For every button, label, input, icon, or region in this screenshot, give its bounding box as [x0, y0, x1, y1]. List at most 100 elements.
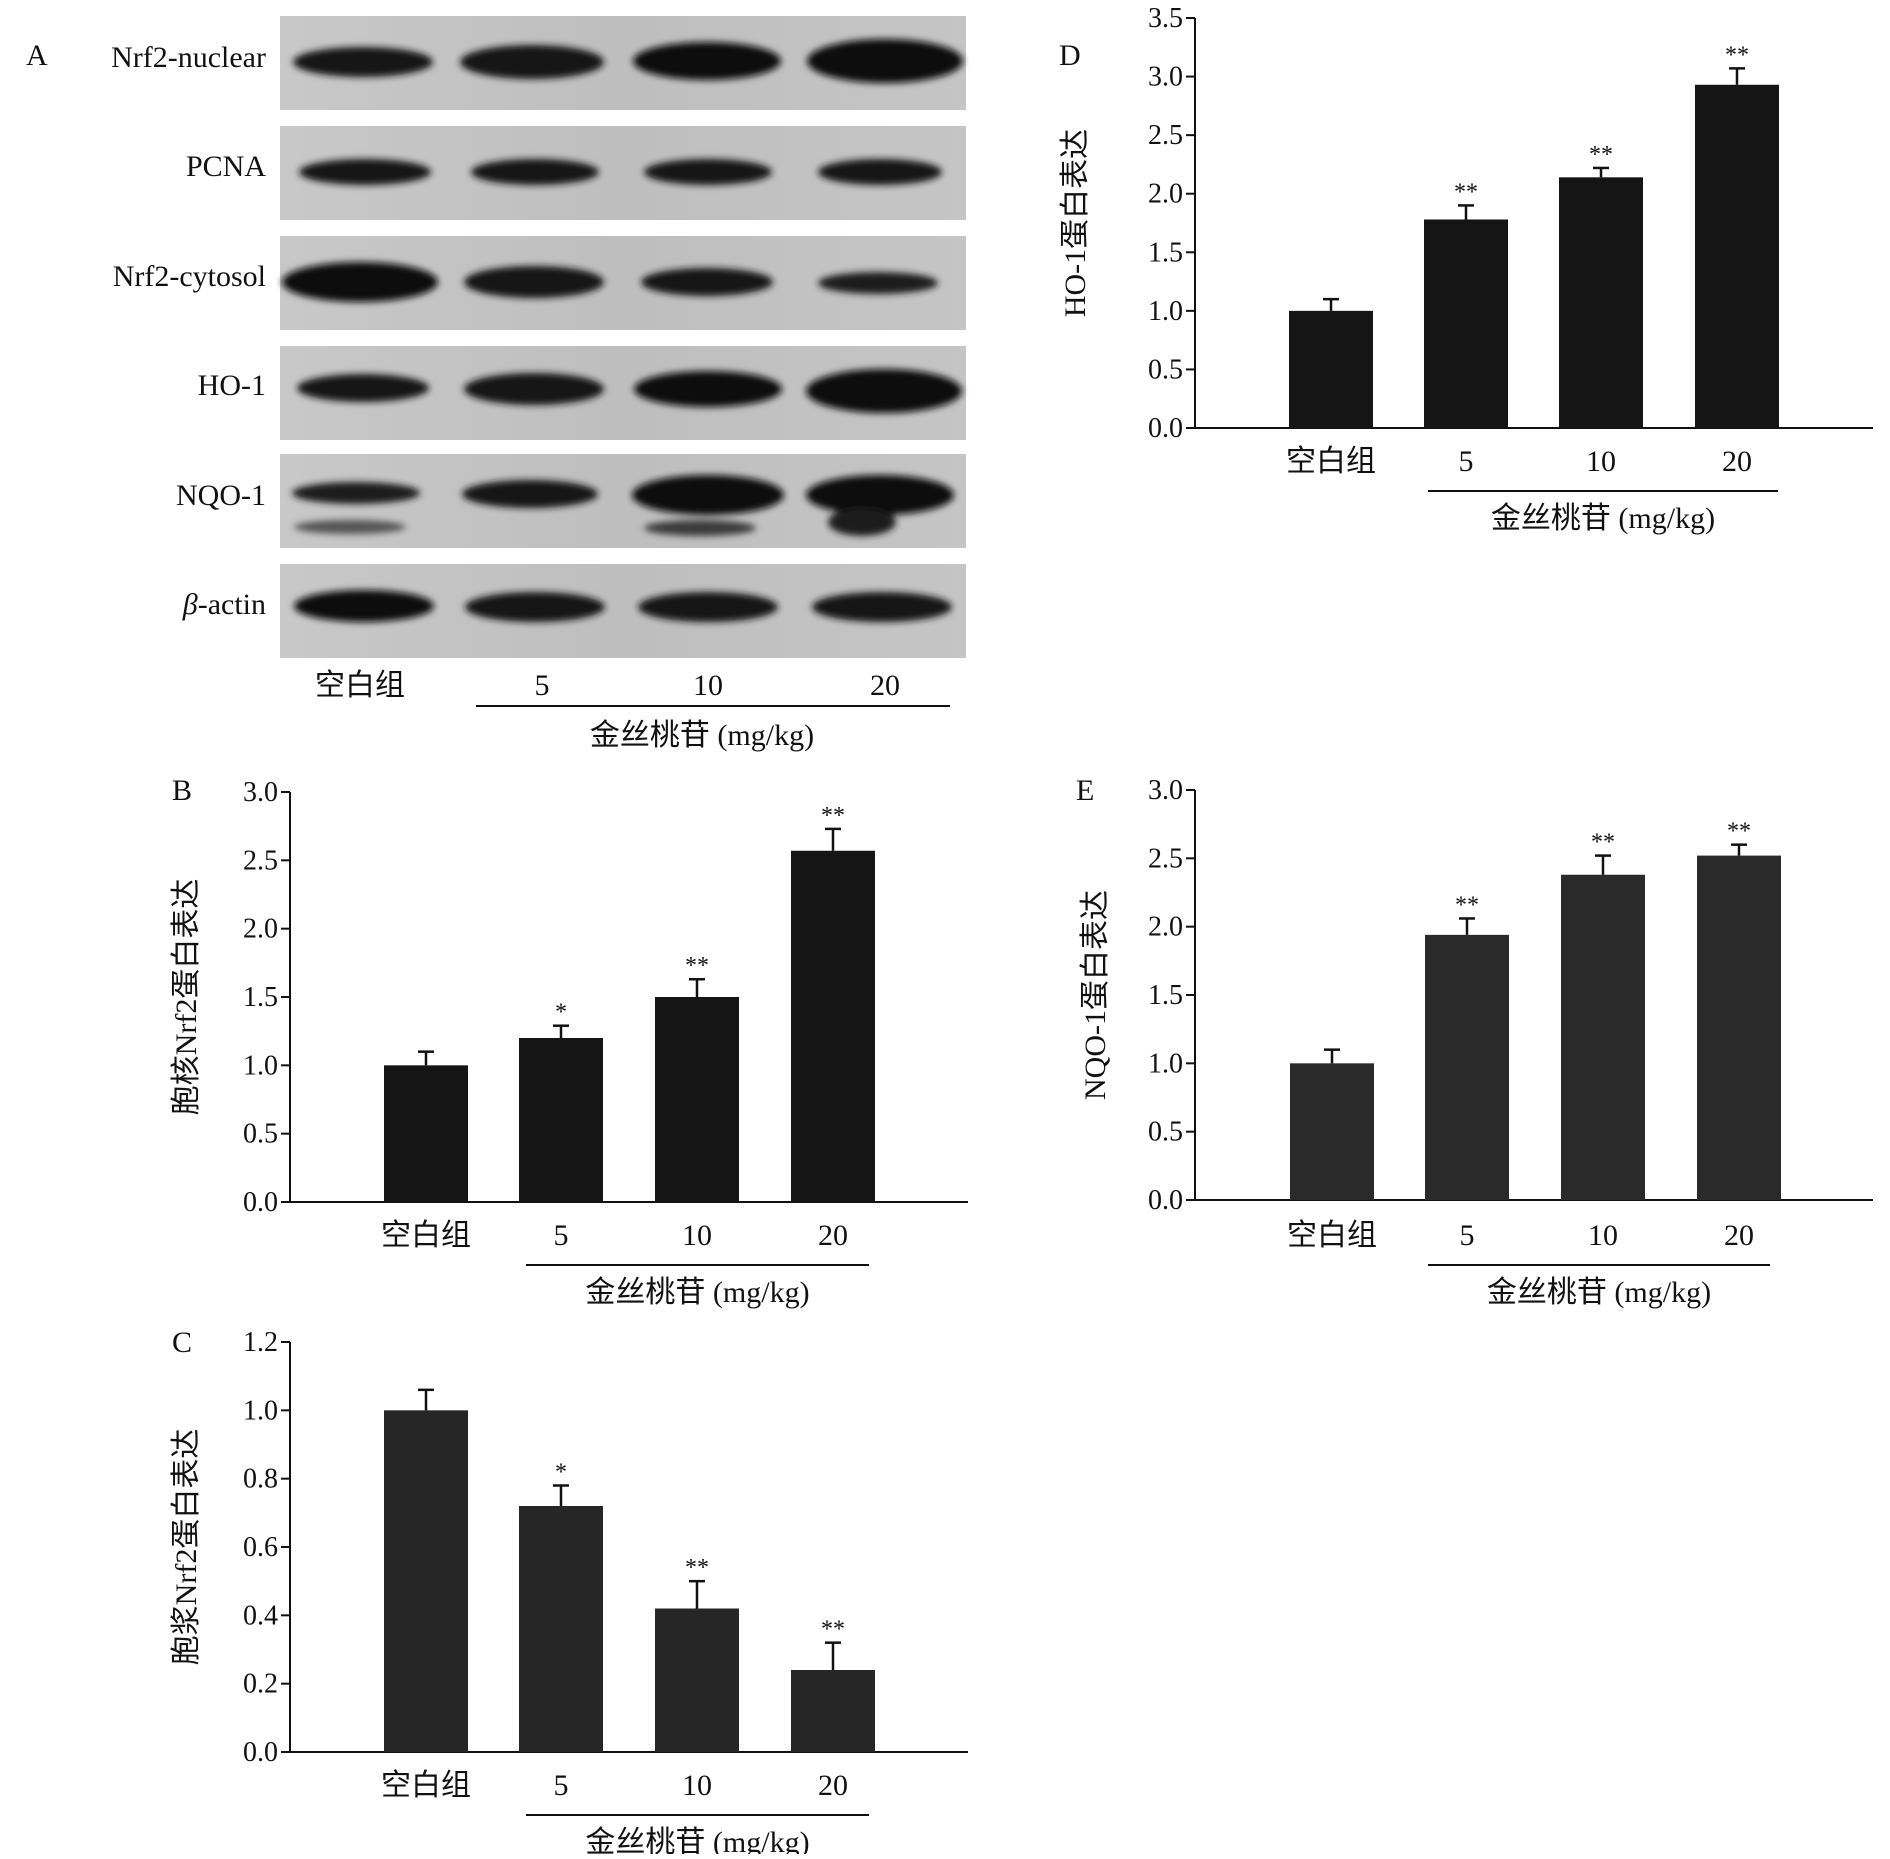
blot-band — [638, 592, 778, 622]
y-tick-label: 0.0 — [243, 1737, 278, 1768]
blot-band-faint — [828, 508, 896, 536]
significance-marker: ** — [1725, 42, 1749, 68]
blot-band — [297, 374, 429, 402]
significance-marker: ** — [821, 1617, 845, 1643]
blot-band — [282, 262, 438, 302]
blot-label-nqo-1: NQO-1 — [176, 479, 266, 512]
y-tick-label: 2.5 — [1148, 843, 1183, 874]
y-axis-label: NQO-1蛋白表达 — [1079, 890, 1112, 1100]
blot-label-nrf2-cytosol: Nrf2-cytosol — [113, 260, 266, 293]
blot-band — [806, 369, 962, 413]
panel-a-western-blot: A Nrf2-nuclear PCNA Nrf2-cytosol HO-1 NQ… — [26, 16, 966, 752]
y-tick-label: 0.0 — [243, 1187, 278, 1218]
significance-marker: * — [555, 1000, 567, 1026]
blot-strip-ho-1 — [280, 346, 966, 440]
blot-band — [807, 39, 963, 83]
blot-band — [812, 592, 952, 622]
blot-band — [292, 482, 420, 504]
y-tick-label: 0.5 — [243, 1119, 278, 1150]
significance-marker: ** — [1591, 830, 1615, 856]
y-tick-label: 0.8 — [243, 1464, 278, 1495]
blot-category-label: 空白组 — [315, 669, 405, 702]
panel-letter-a: A — [26, 39, 48, 72]
y-tick-label: 1.5 — [1148, 980, 1183, 1011]
y-tick-label: 1.5 — [243, 982, 278, 1013]
x-category-label: 10 — [1586, 445, 1616, 478]
bar — [519, 1506, 603, 1752]
significance-marker: * — [555, 1460, 567, 1486]
blot-band — [633, 42, 781, 80]
bar — [655, 1608, 739, 1752]
x-category-label: 空白组 — [1286, 445, 1376, 478]
panel-letter-b: B — [172, 774, 192, 807]
y-tick-label: 1.0 — [243, 1050, 278, 1081]
x-category-label: 10 — [682, 1769, 712, 1802]
bar — [1424, 219, 1508, 428]
bar — [1290, 1063, 1374, 1200]
x-category-label: 10 — [682, 1219, 712, 1252]
blot-label-nrf2-nuclear: Nrf2-nuclear — [111, 41, 266, 74]
blot-band — [299, 159, 431, 185]
x-category-label: 空白组 — [1287, 1219, 1377, 1252]
blot-band — [293, 47, 433, 77]
x-category-label: 20 — [1724, 1219, 1754, 1252]
blot-band — [806, 475, 954, 515]
blot-strip-beta-actin — [280, 564, 966, 658]
blot-category-label: 5 — [535, 669, 550, 702]
bar — [519, 1038, 603, 1202]
y-tick-label: 0.6 — [243, 1532, 278, 1563]
y-axis-label: 胞核Nrf2蛋白表达 — [170, 879, 203, 1116]
x-category-label: 5 — [1460, 1219, 1475, 1252]
y-axis-label: 胞浆Nrf2蛋白表达 — [170, 1429, 203, 1666]
blot-band-faint — [294, 520, 406, 534]
bar — [1425, 934, 1509, 1200]
bar-chart-panel-b: 0.0 0.5 1.0 1.5 2.0 2.5 3.0 空白组 * 5 ** 10 ** 20 金丝桃苷 (… — [170, 777, 968, 1309]
x-category-label: 5 — [554, 1769, 569, 1802]
y-tick-label: 2.5 — [1148, 120, 1183, 151]
blot-band — [471, 159, 599, 185]
y-tick-label: 2.0 — [1148, 912, 1183, 943]
y-tick-label: 0.0 — [1148, 413, 1183, 444]
y-tick-label: 3.5 — [1148, 3, 1183, 34]
significance-marker: ** — [1454, 179, 1478, 205]
y-tick-label: 0.2 — [243, 1669, 278, 1700]
blot-category-label: 10 — [693, 669, 723, 702]
significance-marker: ** — [1455, 892, 1479, 918]
y-tick-label: 0.5 — [1148, 354, 1183, 385]
blot-band — [644, 159, 772, 185]
blot-band — [464, 266, 604, 298]
blot-strip-nqo-1 — [280, 454, 966, 548]
panel-letter-c: C — [172, 1326, 192, 1359]
beta-symbol: β — [182, 588, 198, 621]
blot-label-ho-1: HO-1 — [198, 369, 266, 402]
significance-marker: ** — [1589, 142, 1613, 168]
x-category-label: 20 — [818, 1219, 848, 1252]
blot-band — [818, 159, 942, 185]
bar — [384, 1065, 468, 1202]
y-tick-label: 3.0 — [1148, 775, 1183, 806]
blot-band — [632, 475, 784, 515]
blot-band — [460, 45, 604, 79]
significance-marker: ** — [1727, 819, 1751, 845]
blot-group-label: 金丝桃苷 (mg/kg) — [590, 719, 814, 752]
x-category-label: 空白组 — [381, 1769, 471, 1802]
x-group-label: 金丝桃苷 (mg/kg) — [1491, 502, 1715, 535]
bar — [791, 850, 875, 1202]
blot-band — [294, 590, 434, 622]
bar — [655, 997, 739, 1202]
blot-label-pcna: PCNA — [186, 150, 266, 183]
bar — [1697, 855, 1781, 1200]
x-group-label: 金丝桃苷 (mg/kg) — [585, 1826, 809, 1854]
blot-label-beta-actin: β-actin — [182, 588, 266, 621]
actin-suffix: -actin — [198, 588, 266, 621]
significance-marker: ** — [685, 953, 709, 979]
x-category-label: 20 — [818, 1769, 848, 1802]
y-tick-label: 1.5 — [1148, 237, 1183, 268]
y-tick-label: 0.0 — [1148, 1185, 1183, 1216]
bar — [1561, 874, 1645, 1200]
bar-chart-panel-d: 0.0 0.5 1.0 1.5 2.0 2.5 3.0 3.5 空白组 ** 5 ** 10 ** 20金丝… — [1059, 3, 1873, 535]
y-tick-label: 0.5 — [1148, 1117, 1183, 1148]
bar-chart-panel-e: 0.0 0.5 1.0 1.5 2.0 2.5 3.0 空白组 ** 5 ** 10 ** 20 金丝桃苷 … — [1079, 775, 1873, 1309]
y-axis-label: HO-1蛋白表达 — [1059, 129, 1092, 317]
